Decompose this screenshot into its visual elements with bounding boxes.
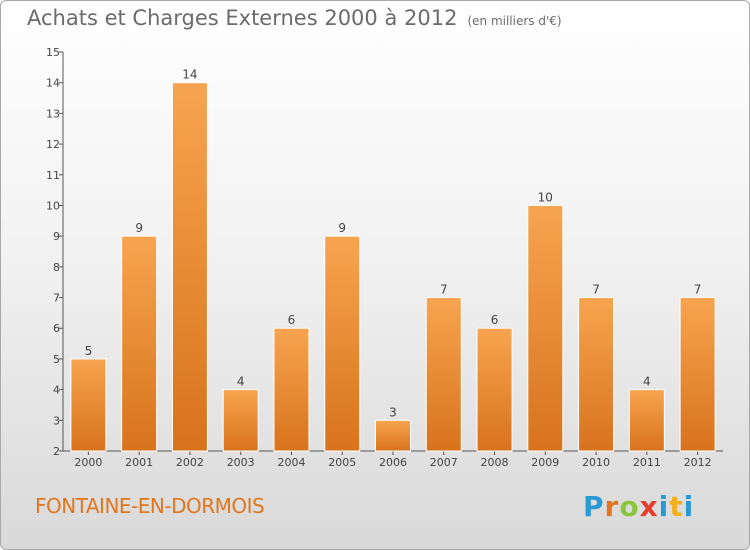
x-tick-label: 2004 (277, 456, 305, 469)
y-tick-label: 10 (46, 199, 60, 212)
x-tick-label: 2011 (633, 456, 661, 469)
y-tick-label: 8 (53, 261, 60, 274)
bar-data-label: 9 (338, 221, 346, 235)
place-name: FONTAINE-EN-DORMOIS (35, 494, 265, 518)
bar-data-label: 4 (237, 375, 245, 389)
x-tick-label: 2009 (531, 456, 559, 469)
bar-data-label: 14 (182, 68, 197, 82)
brand-letter: r (604, 490, 620, 523)
bar-data-label: 6 (491, 313, 499, 327)
x-tick-label: 2012 (684, 456, 712, 469)
bar-data-label: 4 (643, 375, 651, 389)
bar-data-label: 3 (389, 405, 397, 419)
brand-letter: x (639, 490, 659, 523)
y-tick-label: 11 (46, 169, 60, 182)
bar-data-label: 7 (440, 283, 448, 297)
brand-letter: o (619, 490, 640, 523)
bar-data-label: 9 (135, 221, 143, 235)
y-tick-label: 3 (53, 414, 60, 427)
bar (628, 389, 665, 452)
bar-data-label: 6 (288, 313, 296, 327)
bar (273, 327, 310, 452)
brand-letter: P (583, 490, 605, 523)
bars: 5 9 14 4 6 9 3 7 6 10 7 4 7 (70, 68, 716, 452)
chart-subtitle: (en milliers d'€) (467, 14, 562, 28)
bar-data-label: 7 (592, 283, 600, 297)
y-tick-label: 6 (53, 322, 60, 335)
chart-title-text: Achats et Charges Externes 2000 à 2012 (27, 6, 458, 30)
bar (578, 297, 615, 452)
y-tick-label: 9 (53, 230, 60, 243)
x-tick-label: 2006 (379, 456, 407, 469)
bar (222, 389, 259, 452)
bar (324, 235, 361, 452)
bar-data-label: 10 (538, 190, 553, 204)
y-tick-label: 2 (53, 445, 60, 458)
bar (527, 204, 564, 452)
bar (121, 235, 158, 452)
chart-title: Achats et Charges Externes 2000 à 2012 (e… (27, 6, 562, 30)
brand-logo[interactable]: Proxiti (583, 490, 694, 523)
brand-letter: i (658, 490, 670, 523)
bar (425, 297, 462, 452)
bar-data-label: 7 (694, 283, 702, 297)
y-tick-label: 4 (53, 384, 60, 397)
y-tick-label: 5 (53, 353, 60, 366)
x-tick-label: 2010 (582, 456, 610, 469)
y-tick-label: 12 (46, 138, 60, 151)
y-tick-label: 7 (53, 292, 60, 305)
bar-data-label: 5 (85, 344, 93, 358)
x-tick-label: 2001 (125, 456, 153, 469)
y-tick-label: 15 (46, 46, 60, 59)
bar (171, 82, 208, 452)
y-tick-label: 13 (46, 107, 60, 120)
bar (476, 327, 513, 452)
bar (70, 358, 107, 452)
x-tick-label: 2003 (227, 456, 255, 469)
brand-letter: i (683, 490, 695, 523)
x-tick-label: 2002 (176, 456, 204, 469)
bar (375, 419, 411, 452)
x-tick-label: 2005 (328, 456, 356, 469)
x-tick-label: 2000 (74, 456, 102, 469)
brand-letter: t (669, 490, 684, 523)
x-tick-label: 2008 (481, 456, 509, 469)
x-tick-label: 2007 (430, 456, 458, 469)
bar (679, 297, 716, 452)
y-tick-label: 14 (46, 77, 60, 90)
